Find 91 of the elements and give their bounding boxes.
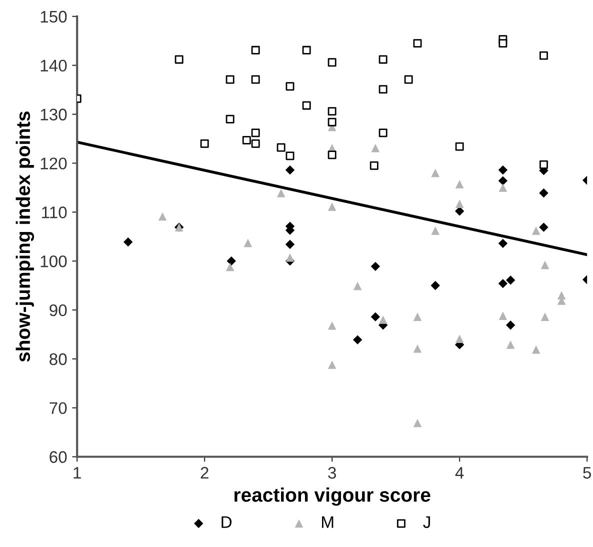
point xyxy=(242,136,251,144)
point xyxy=(328,202,336,211)
point xyxy=(455,334,464,343)
point xyxy=(302,46,311,54)
point xyxy=(251,128,260,138)
point xyxy=(498,183,508,192)
point xyxy=(539,222,548,232)
legend-label: J xyxy=(423,516,430,528)
y-tick-label: 150 xyxy=(40,10,67,23)
point xyxy=(226,75,234,84)
point xyxy=(251,46,260,54)
point xyxy=(370,312,380,322)
x-tick-label: 4 xyxy=(455,467,464,479)
y-tick-label: 140 xyxy=(40,60,67,72)
point xyxy=(328,360,336,369)
point xyxy=(498,39,508,48)
legend-label: M xyxy=(322,516,334,528)
y-tick-label: 130 xyxy=(40,108,67,120)
point xyxy=(286,152,294,160)
point xyxy=(431,168,440,178)
point xyxy=(532,345,540,354)
point xyxy=(328,321,336,330)
point xyxy=(454,206,464,216)
point xyxy=(353,282,362,290)
y-tick-label: 60 xyxy=(50,451,67,463)
x-tick-label: 1 xyxy=(74,467,81,479)
y-tick-label: 110 xyxy=(42,206,67,218)
point xyxy=(370,262,380,272)
point xyxy=(285,165,295,175)
point xyxy=(200,139,209,148)
point xyxy=(276,143,286,152)
point xyxy=(378,55,388,64)
y-tick-label: 100 xyxy=(40,255,67,268)
point xyxy=(328,107,336,116)
y-tick-label: 70 xyxy=(50,402,67,414)
x-axis-title: reaction vigour score xyxy=(234,488,430,506)
point xyxy=(498,176,508,186)
point xyxy=(430,280,440,290)
point xyxy=(226,256,236,266)
point xyxy=(378,316,388,324)
point xyxy=(540,312,550,321)
point xyxy=(431,226,440,235)
point xyxy=(352,335,362,344)
point xyxy=(539,51,548,60)
point xyxy=(328,150,336,160)
point xyxy=(286,82,294,91)
x-tick-label: 2 xyxy=(200,466,208,479)
point xyxy=(540,260,550,270)
point xyxy=(413,344,422,353)
point xyxy=(539,160,548,169)
point xyxy=(413,418,422,428)
point xyxy=(226,114,234,124)
point xyxy=(285,240,295,250)
point xyxy=(244,238,252,248)
point xyxy=(498,165,508,175)
point xyxy=(302,101,311,110)
point xyxy=(455,200,464,208)
point xyxy=(506,276,516,285)
point xyxy=(370,161,378,170)
point xyxy=(251,75,260,84)
point xyxy=(158,212,167,221)
point xyxy=(251,139,260,148)
point xyxy=(174,55,184,64)
point xyxy=(532,226,540,235)
y-axis-title: show-jumping index points xyxy=(16,112,34,362)
point xyxy=(498,238,508,248)
point xyxy=(498,278,508,288)
point xyxy=(328,118,336,126)
point xyxy=(328,58,336,67)
point xyxy=(404,75,413,84)
point xyxy=(286,253,294,262)
y-tick-label: 90 xyxy=(50,304,67,316)
point xyxy=(455,180,464,188)
point xyxy=(276,188,286,198)
point xyxy=(371,144,380,152)
legend-label: D xyxy=(222,516,232,528)
y-tick-label: 120 xyxy=(40,158,67,170)
y-tick-label: 80 xyxy=(50,353,67,366)
point xyxy=(378,128,388,138)
point xyxy=(413,39,422,48)
point xyxy=(539,188,548,198)
point xyxy=(506,340,515,349)
point xyxy=(226,262,234,272)
point xyxy=(455,142,464,151)
point xyxy=(378,85,388,94)
x-tick-label: 5 xyxy=(583,467,592,479)
x-tick-label: 3 xyxy=(328,466,336,479)
point xyxy=(506,320,516,330)
point xyxy=(413,312,422,321)
point xyxy=(498,312,508,320)
point xyxy=(123,237,133,247)
